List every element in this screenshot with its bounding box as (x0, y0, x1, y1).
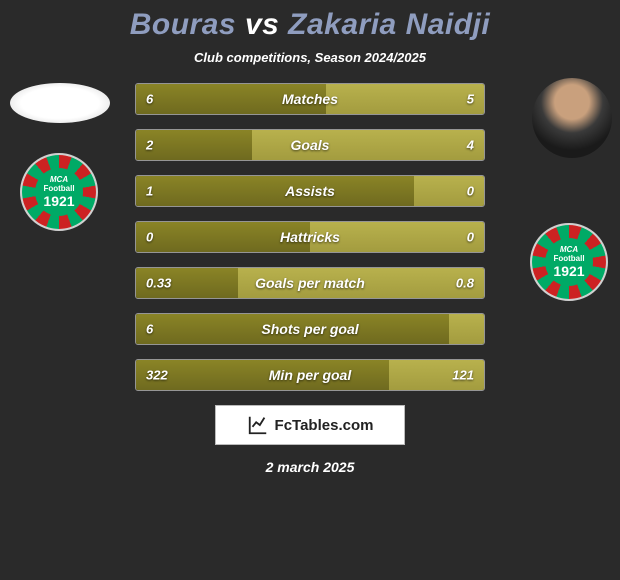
bar-left-fill (136, 130, 252, 160)
bar-label: Goals (291, 137, 330, 153)
bar-value-left: 2 (146, 138, 153, 153)
bar-value-right: 4 (467, 138, 474, 153)
bar-value-left: 322 (146, 368, 168, 383)
bar-label: Hattricks (280, 229, 340, 245)
bar-right-fill (252, 130, 484, 160)
bar-right-fill (449, 314, 484, 344)
bar-label: Shots per goal (261, 321, 358, 337)
chart-area: MCA Football 1921 MCA Football 1921 Matc… (0, 83, 620, 391)
club-abbr: MCA (50, 175, 68, 184)
player1-club-badge: MCA Football 1921 (20, 153, 98, 231)
bar-value-left: 6 (146, 92, 153, 107)
bar-row: Goals per match 0.33 0.8 (135, 267, 485, 299)
player1-name: Bouras (130, 8, 236, 41)
date-label: 2 march 2025 (0, 459, 620, 475)
bar-label: Matches (282, 91, 338, 107)
bar-label: Min per goal (269, 367, 351, 383)
bar-value-right: 0 (467, 184, 474, 199)
bar-row: Min per goal 322 121 (135, 359, 485, 391)
bar-value-left: 0.33 (146, 276, 171, 291)
club-year: 1921 (43, 193, 74, 209)
bar-row: Matches 6 5 (135, 83, 485, 115)
bar-value-left: 1 (146, 184, 153, 199)
club-abbr: MCA (560, 245, 578, 254)
club-year: 1921 (553, 263, 584, 279)
player2-name: Zakaria Naidji (288, 8, 490, 41)
bar-label: Goals per match (255, 275, 365, 291)
bar-row: Hattricks 0 0 (135, 221, 485, 253)
watermark-badge: FcTables.com (215, 405, 405, 445)
comparison-title: Bouras vs Zakaria Naidji (0, 0, 620, 42)
bar-value-left: 0 (146, 230, 153, 245)
bar-value-left: 6 (146, 322, 153, 337)
bar-value-right: 121 (452, 368, 474, 383)
subtitle: Club competitions, Season 2024/2025 (0, 50, 620, 65)
player2-club-badge: MCA Football 1921 (530, 223, 608, 301)
vs-text: vs (245, 8, 279, 41)
comparison-bars: Matches 6 5 Goals 2 4 Assists 1 0 Hattricks 0 0 Goal… (135, 83, 485, 391)
bar-row: Assists 1 0 (135, 175, 485, 207)
bar-value-right: 0.8 (456, 276, 474, 291)
bar-label: Assists (285, 183, 335, 199)
bar-value-right: 5 (467, 92, 474, 107)
player2-photo (532, 78, 612, 158)
chart-icon (247, 414, 269, 436)
club-sub: Football (553, 254, 584, 263)
club-sub: Football (43, 184, 74, 193)
bar-row: Goals 2 4 (135, 129, 485, 161)
watermark-text: FcTables.com (275, 417, 374, 434)
bar-row: Shots per goal 6 (135, 313, 485, 345)
bar-left-fill (136, 176, 414, 206)
player1-photo (10, 83, 110, 123)
bar-right-fill (326, 84, 484, 114)
bar-value-right: 0 (467, 230, 474, 245)
